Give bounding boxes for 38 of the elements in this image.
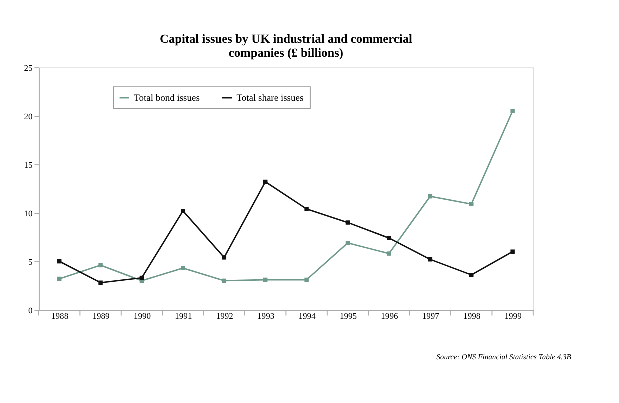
point <box>181 209 186 214</box>
point <box>346 241 350 246</box>
x-tick-label: 1998 <box>464 311 481 322</box>
x-tick-label: 1991 <box>175 311 192 322</box>
legend-label: Total share issues <box>236 94 304 104</box>
point <box>304 278 309 282</box>
point <box>387 252 392 256</box>
point <box>387 236 392 240</box>
point <box>181 266 186 270</box>
point <box>510 109 515 114</box>
x-tick-label: 1988 <box>52 311 69 322</box>
y-tick-label: 0 <box>28 305 33 316</box>
legend-label: Total bond issues <box>134 94 200 104</box>
x-tick-label: 1990 <box>134 311 152 322</box>
point <box>469 202 474 206</box>
source-note: Source: ONS Financial Statistics Table 4.3B <box>436 352 572 362</box>
x-tick-label: 1997 <box>422 311 440 322</box>
text: companies (£ billions) <box>228 46 344 60</box>
x-tick-label: 1995 <box>340 311 358 322</box>
x-tick-label: 1996 <box>381 311 399 322</box>
point <box>510 250 515 254</box>
y-tick-label: 15 <box>24 160 33 170</box>
point <box>469 273 474 278</box>
point <box>346 220 350 225</box>
point <box>304 207 309 212</box>
x-tick-label: 1993 <box>258 311 275 322</box>
point <box>222 256 227 260</box>
text: Capital issues by UK industrial and commercial <box>160 32 412 46</box>
point <box>98 263 103 268</box>
y-tick-label: 25 <box>24 62 33 73</box>
x-tick-label: 1999 <box>504 311 522 322</box>
y-tick-label: 10 <box>24 208 33 218</box>
x-tick-label: 1992 <box>216 311 234 322</box>
y-tick-label: 20 <box>24 111 33 122</box>
x-tick-label: 1994 <box>298 311 317 322</box>
x-tick-label: 1989 <box>92 311 110 322</box>
point <box>98 280 103 286</box>
y-tick-label: 5 <box>28 256 33 267</box>
